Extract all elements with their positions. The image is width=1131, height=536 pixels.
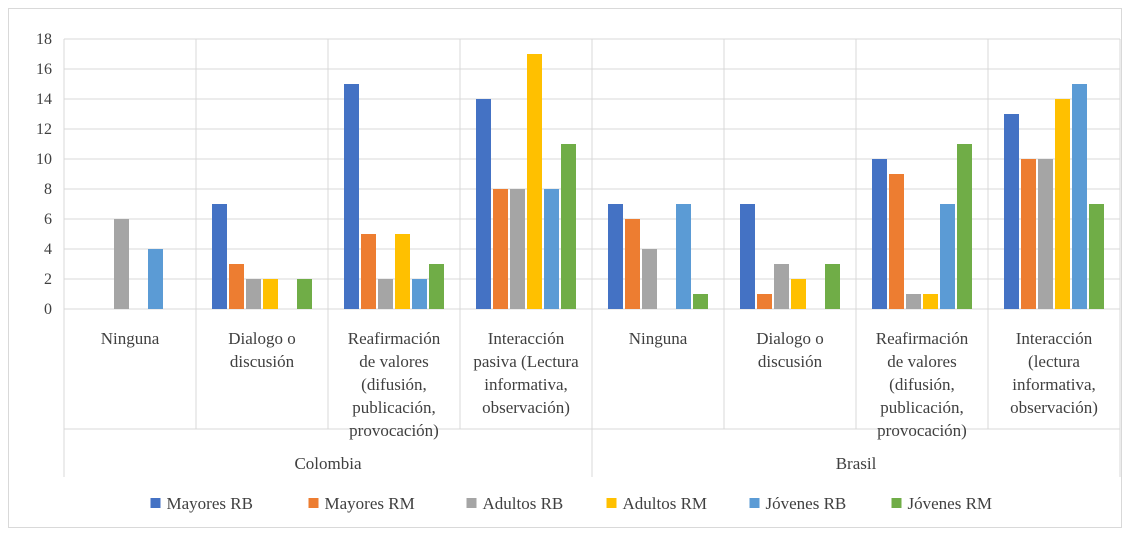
bar [212, 204, 227, 309]
legend-label: Mayores RM [325, 494, 415, 513]
bar [544, 189, 559, 309]
bar [608, 204, 623, 309]
bar [625, 219, 640, 309]
y-tick-label: 18 [36, 31, 52, 48]
category-label: informativa, [1012, 375, 1096, 394]
category-label: de valores [887, 352, 956, 371]
category-label: Dialogo o [228, 329, 296, 348]
bar [676, 204, 691, 309]
category-label: discusión [230, 352, 295, 371]
bar [906, 294, 921, 309]
category-label: publicación, [352, 398, 436, 417]
bar [1038, 159, 1053, 309]
category-label: provocación) [877, 421, 967, 440]
category-label: observación) [1010, 398, 1098, 417]
legend-label: Mayores RB [167, 494, 253, 513]
legend-label: Adultos RM [623, 494, 708, 513]
category-label: (difusión, [889, 375, 955, 394]
category-label: informativa, [484, 375, 568, 394]
legend-swatch [466, 498, 477, 508]
bar [114, 219, 129, 309]
group-label: Colombia [294, 454, 362, 473]
legend-label: Jóvenes RM [908, 494, 993, 513]
category-label: Reafirmación [876, 329, 969, 348]
bar [361, 234, 376, 309]
legend-swatch [606, 498, 617, 508]
bar [412, 279, 427, 309]
bar [940, 204, 955, 309]
legend-swatch [749, 498, 760, 508]
bar [1089, 204, 1104, 309]
bar [527, 54, 542, 309]
category-label: pasiva (Lectura [473, 352, 579, 371]
y-tick-label: 12 [36, 121, 52, 138]
bar [1055, 99, 1070, 309]
bar [263, 279, 278, 309]
bar [757, 294, 772, 309]
bar [642, 249, 657, 309]
bar [825, 264, 840, 309]
category-label: de valores [359, 352, 428, 371]
category-label: Ninguna [101, 329, 160, 348]
bar [493, 189, 508, 309]
category-label: Ninguna [629, 329, 688, 348]
bar [344, 84, 359, 309]
chart-frame: 0 2 4 6 8 10 12 14 16 18 Ninguna Dialogo o discusión… [8, 8, 1122, 528]
bar [297, 279, 312, 309]
bar [1004, 114, 1019, 309]
y-tick-label: 14 [36, 91, 52, 108]
legend-swatch [891, 498, 902, 508]
category-label: (difusión, [361, 375, 427, 394]
bar [957, 144, 972, 309]
bar [791, 279, 806, 309]
bar [1021, 159, 1036, 309]
category-label: provocación) [349, 421, 439, 440]
grouped-bar-chart: 0 2 4 6 8 10 12 14 16 18 Ninguna Dialogo o discusión… [36, 31, 1121, 513]
legend-label: Jóvenes RB [766, 494, 847, 513]
bar [476, 99, 491, 309]
category-label: Reafirmación [348, 329, 441, 348]
bar [510, 189, 525, 309]
category-label: Interacción [488, 329, 565, 348]
bar [229, 264, 244, 309]
bar [378, 279, 393, 309]
category-label: observación) [482, 398, 570, 417]
y-tick-label: 16 [36, 61, 52, 78]
bar [148, 249, 163, 309]
bar [429, 264, 444, 309]
legend-swatch [308, 498, 319, 508]
y-tick-label: 6 [44, 211, 52, 228]
bar [872, 159, 887, 309]
category-label: (lectura [1028, 352, 1080, 371]
legend-label: Adultos RB [483, 494, 564, 513]
bar [395, 234, 410, 309]
bar [889, 174, 904, 309]
category-label: discusión [758, 352, 823, 371]
category-label: Dialogo o [756, 329, 824, 348]
y-tick-label: 2 [44, 271, 52, 288]
category-label: publicación, [880, 398, 964, 417]
bar [1072, 84, 1087, 309]
group-label: Brasil [836, 454, 877, 473]
bar [246, 279, 261, 309]
category-label: Interacción [1016, 329, 1093, 348]
y-tick-label: 10 [36, 151, 52, 168]
bar [923, 294, 938, 309]
bar [693, 294, 708, 309]
bar [774, 264, 789, 309]
y-tick-label: 8 [44, 181, 52, 198]
y-tick-label: 0 [44, 301, 52, 318]
bar [561, 144, 576, 309]
bar [740, 204, 755, 309]
y-tick-label: 4 [44, 241, 52, 258]
legend-swatch [150, 498, 161, 508]
